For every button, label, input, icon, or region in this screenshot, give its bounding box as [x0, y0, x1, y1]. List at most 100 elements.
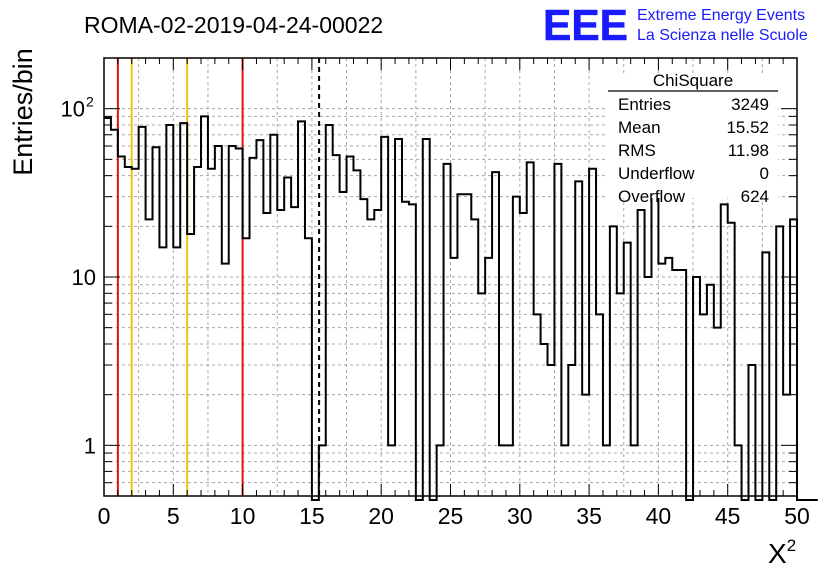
x-tick-label: 5 — [167, 503, 180, 529]
stats-value-rms: 11.98 — [728, 141, 769, 160]
histogram-bin — [298, 121, 305, 496]
histogram-bin — [658, 264, 665, 496]
histogram-bin — [672, 270, 679, 496]
histogram-bin — [714, 328, 721, 496]
histogram-bin — [548, 365, 555, 496]
histogram-bin — [735, 445, 742, 496]
histogram-bin — [541, 344, 548, 496]
histogram-bin — [596, 314, 603, 496]
histogram-bin — [603, 445, 610, 496]
histogram-bin — [381, 137, 388, 496]
histogram-bin — [222, 264, 229, 496]
x-tick-label: 0 — [98, 503, 111, 529]
histogram-bin — [610, 226, 617, 496]
histogram-bin — [679, 270, 686, 496]
stats-value-entries: 3249 — [731, 95, 769, 114]
histogram-bin — [527, 162, 534, 496]
x-tick-label: 30 — [507, 503, 533, 529]
histogram-bin — [326, 125, 333, 496]
histogram-bin — [568, 365, 575, 496]
stats-label-underflow: Underflow — [618, 164, 695, 183]
x-tick-label: 15 — [299, 503, 325, 529]
histogram-bin — [132, 169, 139, 496]
histogram-bin — [374, 210, 381, 496]
y-tick-label-exponent: 2 — [86, 94, 94, 110]
histogram-bin — [291, 207, 298, 496]
histogram-bin — [790, 219, 797, 496]
histogram-bin — [388, 445, 395, 496]
x-axis-label-base: X — [768, 538, 787, 569]
histogram-bin — [166, 125, 173, 496]
x-tick-label: 40 — [646, 503, 672, 529]
histogram-bin — [125, 167, 132, 496]
run-title: ROMA-02-2019-04-24-00022 — [84, 12, 383, 38]
histogram-bin — [353, 170, 360, 496]
histogram-bin — [104, 118, 111, 496]
histogram-bin — [305, 238, 312, 496]
histogram-bin — [492, 172, 499, 496]
histogram-bin — [256, 140, 263, 496]
histogram-bin — [748, 365, 755, 496]
histogram-bin — [277, 210, 284, 496]
histogram-bin — [159, 247, 166, 496]
y-axis-label: Entries/bin — [8, 48, 38, 176]
histogram-bin — [201, 116, 208, 496]
histogram-bin — [513, 197, 520, 496]
stats-label-entries: Entries — [618, 95, 671, 114]
histogram-bin — [631, 445, 638, 496]
histogram-bin — [153, 147, 160, 496]
histogram-steps — [104, 115, 818, 501]
histogram-bin — [423, 139, 430, 496]
histogram-bin — [250, 158, 257, 496]
histogram-bin — [575, 181, 582, 496]
histogram-bin — [561, 445, 568, 496]
x-tick-label: 35 — [576, 503, 602, 529]
histogram-bin — [457, 194, 464, 496]
histogram-bin — [645, 277, 652, 496]
histogram-bin — [395, 139, 402, 496]
histogram-bin — [146, 219, 153, 496]
histogram-bin — [284, 178, 291, 496]
histogram-bin — [180, 123, 187, 496]
histogram-bin — [464, 194, 471, 496]
histogram-bin — [319, 445, 326, 496]
histogram-bin — [402, 202, 409, 496]
x-axis-label: X2 — [768, 536, 796, 569]
histogram-bin — [520, 213, 527, 496]
histogram-bin — [506, 445, 513, 496]
histogram-bin — [707, 285, 714, 496]
histogram-bin — [582, 395, 589, 496]
histogram-bin — [451, 258, 458, 496]
histogram-bin — [665, 258, 672, 496]
histogram-bin — [728, 223, 735, 496]
y-tick-label: 1 — [84, 433, 96, 458]
histogram-bin — [243, 238, 250, 496]
stats-value-mean: 15.52 — [726, 118, 769, 137]
histogram-bin — [651, 162, 658, 496]
x-tick-label: 10 — [230, 503, 256, 529]
histogram-bin — [409, 204, 416, 496]
histogram-bin — [437, 445, 444, 496]
histogram-bin — [333, 155, 340, 496]
x-tick-label: 25 — [438, 503, 464, 529]
histogram-bin — [340, 192, 347, 496]
logo-line-2: La Scienza nelle Scuole — [637, 27, 808, 44]
stats-label-overflow: Overflow — [618, 187, 686, 206]
histogram-bin — [270, 135, 277, 496]
histogram-bin — [367, 219, 374, 496]
histogram-bin — [194, 167, 201, 496]
histogram-bin — [215, 146, 222, 496]
stats-value-overflow: 624 — [741, 187, 769, 206]
histogram-bin — [485, 258, 492, 496]
histogram-bin — [554, 164, 561, 496]
y-tick-label: 10 — [61, 97, 85, 122]
stats-box-title: ChiSquare — [653, 71, 733, 90]
histogram-bin — [139, 127, 146, 496]
histogram-bin — [471, 219, 478, 496]
histogram-bin — [229, 146, 236, 496]
logo-line-1: Extreme Energy Events — [637, 7, 805, 24]
stats-label-mean: Mean — [618, 118, 661, 137]
